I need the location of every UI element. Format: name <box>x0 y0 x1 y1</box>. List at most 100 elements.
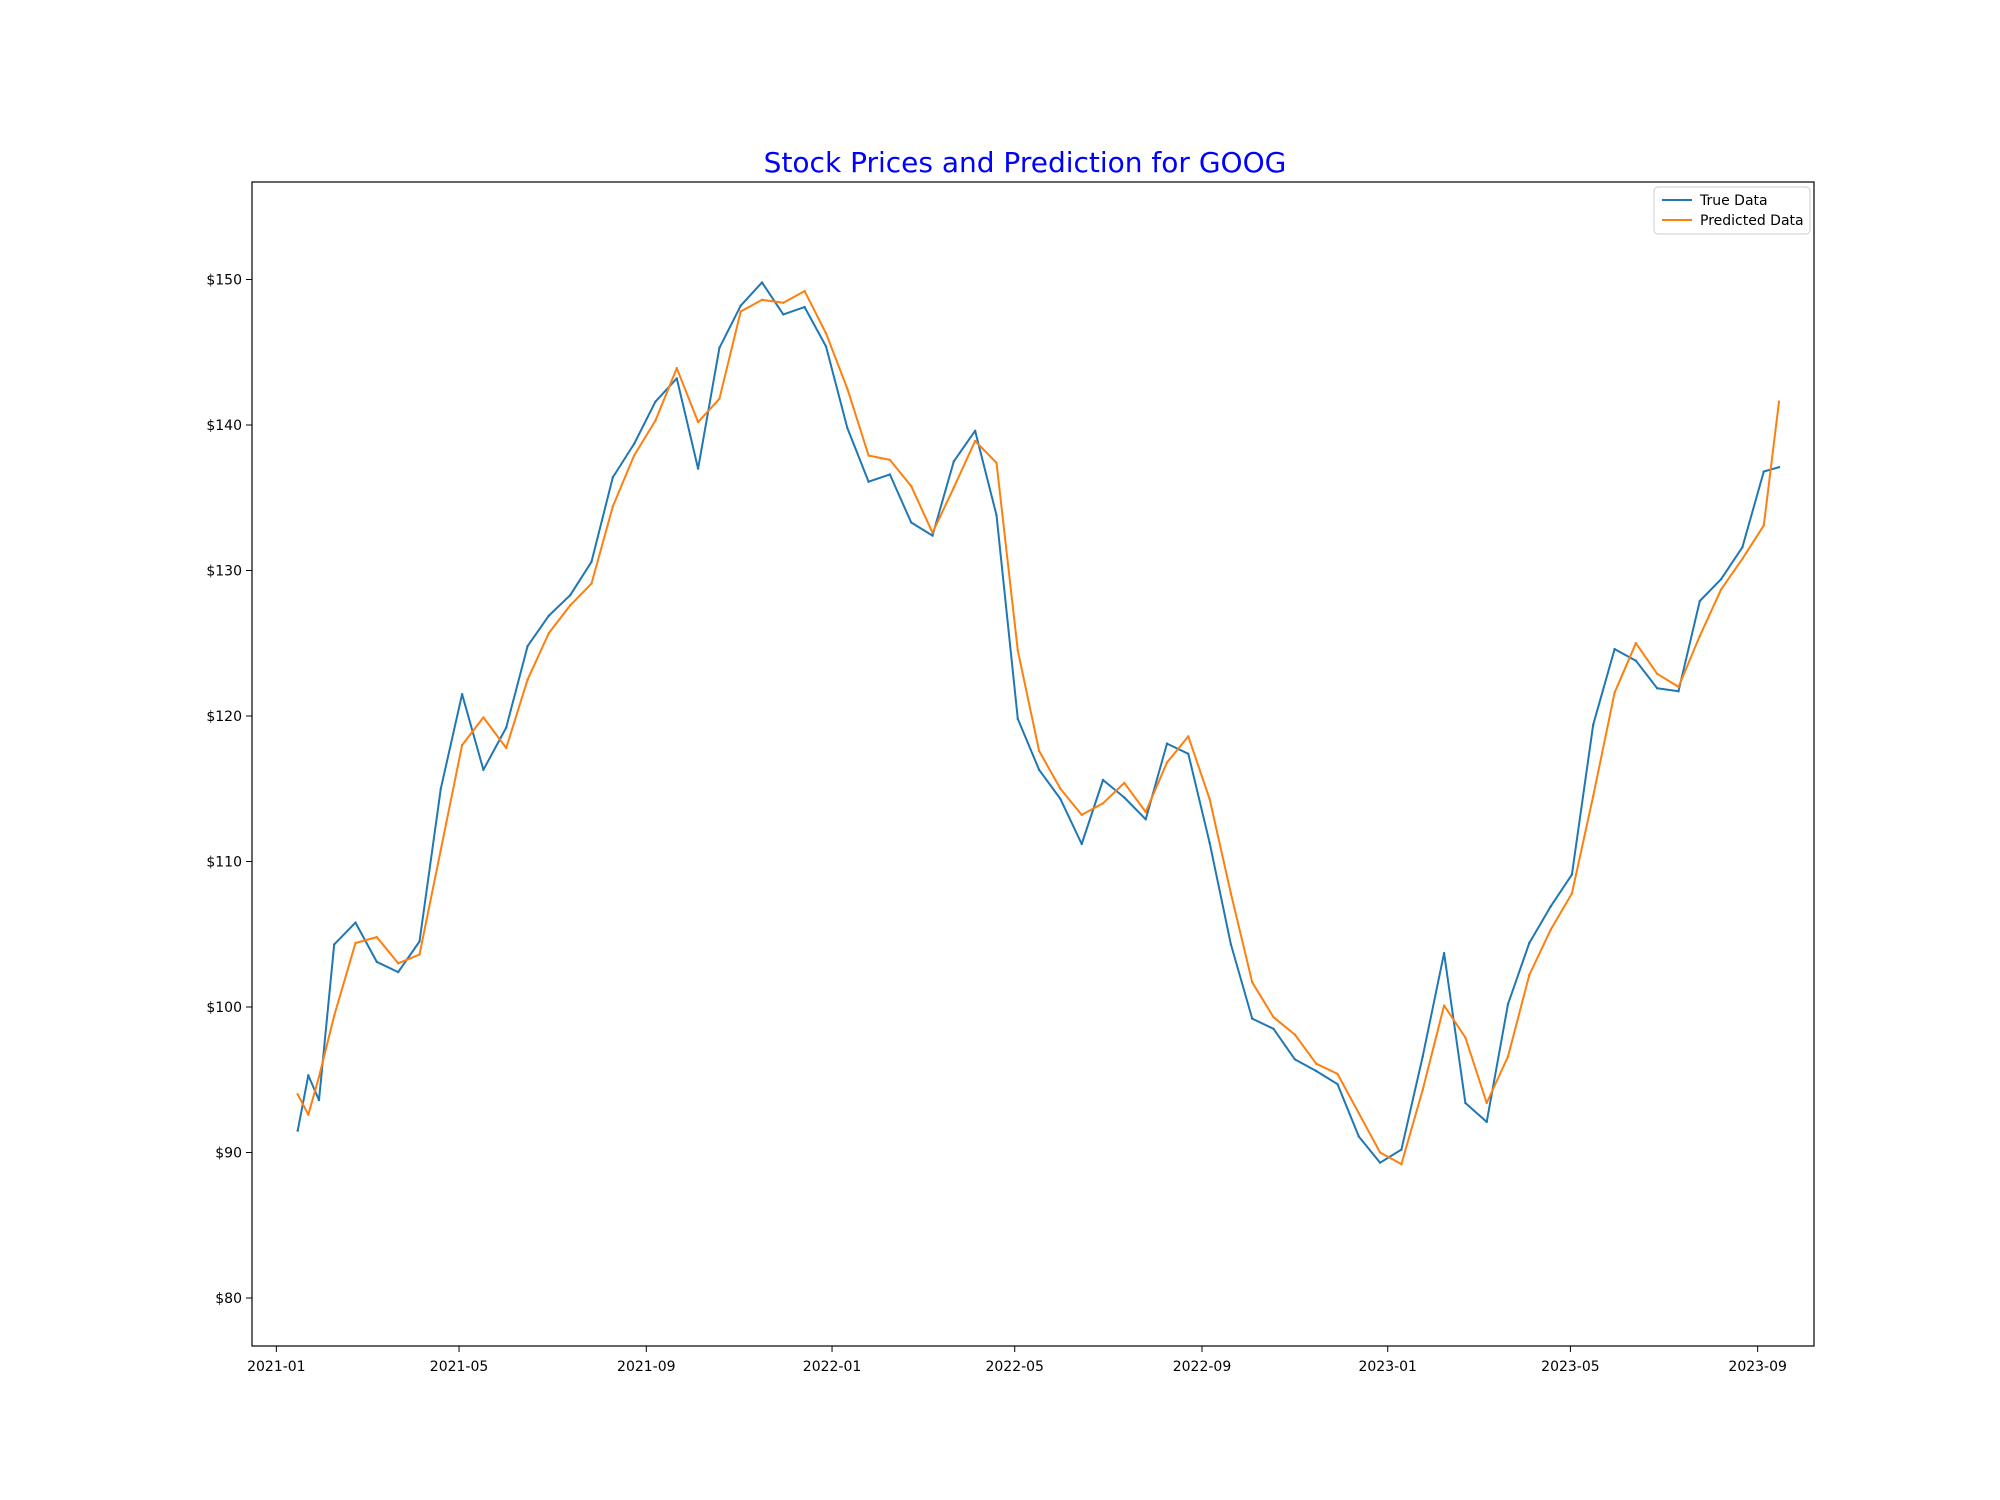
data-point-predicted-data <box>1293 1033 1297 1036</box>
data-point-true-data <box>307 1074 310 1077</box>
data-point-true-data <box>1314 1069 1318 1073</box>
x-tick-label: 2022-09 <box>1173 1359 1232 1375</box>
data-point-predicted-data <box>568 604 572 607</box>
data-point-predicted-data <box>418 953 421 956</box>
data-point-predicted-data <box>1165 761 1169 764</box>
data-point-predicted-data <box>739 310 742 313</box>
data-point-true-data <box>1336 1082 1339 1086</box>
data-point-predicted-data <box>482 716 485 719</box>
data-point-true-data <box>654 400 657 403</box>
data-point-predicted-data <box>1314 1062 1318 1065</box>
data-point-true-data <box>952 460 956 463</box>
data-point-true-data <box>460 692 464 696</box>
data-point-true-data <box>1293 1058 1297 1061</box>
y-tick-label: $140 <box>206 418 242 434</box>
data-point-true-data <box>333 943 336 946</box>
data-point-true-data <box>846 426 849 430</box>
data-point-predicted-data <box>1059 787 1062 790</box>
data-point-predicted-data <box>1272 1015 1275 1019</box>
data-point-true-data <box>611 476 615 479</box>
data-point-true-data <box>482 768 485 772</box>
data-point-true-data <box>1655 687 1659 690</box>
y-axis: $80 $90 $100 $110 $120 $130 $140 $150 <box>206 272 252 1307</box>
data-point-true-data <box>1187 752 1190 756</box>
data-point-true-data <box>1123 796 1126 799</box>
data-point-predicted-data <box>632 454 636 457</box>
legend-box <box>1653 186 1811 235</box>
data-point-true-data <box>803 305 806 309</box>
data-point-predicted-data <box>1677 685 1680 689</box>
data-point-true-data <box>1251 1017 1254 1020</box>
data-point-true-data <box>760 281 764 284</box>
data-point-predicted-data <box>1442 1004 1446 1007</box>
data-point-predicted-data <box>1229 892 1233 895</box>
data-point-predicted-data <box>1762 524 1765 527</box>
data-point-true-data <box>1719 578 1723 581</box>
data-point-true-data <box>910 521 913 524</box>
data-point-predicted-data <box>696 420 700 424</box>
data-point-predicted-data <box>1741 557 1744 561</box>
data-point-true-data <box>439 787 442 790</box>
data-point-predicted-data <box>973 439 977 443</box>
data-point-predicted-data <box>782 301 785 304</box>
data-point-predicted-data <box>995 461 998 465</box>
data-point-true-data <box>1400 1148 1403 1151</box>
data-point-predicted-data <box>846 387 849 390</box>
data-point-true-data <box>1570 873 1574 876</box>
data-point-true-data <box>1357 1135 1360 1138</box>
data-point-predicted-data <box>1208 797 1211 801</box>
legend-label-predicted-data: Predicted Data <box>1700 213 1804 229</box>
data-point-predicted-data <box>931 531 934 534</box>
data-point-predicted-data <box>1719 588 1723 591</box>
data-point-true-data <box>1464 1101 1467 1105</box>
plot-area <box>296 281 1781 1166</box>
data-point-true-data <box>696 467 700 470</box>
data-point-predicted-data <box>1123 781 1126 785</box>
data-point-predicted-data <box>526 678 529 681</box>
data-point-predicted-data <box>317 1075 321 1079</box>
x-tick-label: 2023-09 <box>1728 1359 1787 1375</box>
data-point-true-data <box>973 429 977 433</box>
x-axis: 2021-01 2021-05 2021-09 2022-01 2022-05 2022-… <box>247 1346 1787 1375</box>
y-tick-label: $150 <box>206 272 242 288</box>
data-point-predicted-data <box>888 458 892 462</box>
x-tick-label: 2023-05 <box>1541 1359 1600 1375</box>
data-point-predicted-data <box>439 848 442 852</box>
data-point-predicted-data <box>1655 672 1659 675</box>
y-tick-label: $110 <box>206 854 242 870</box>
x-tick-label: 2022-05 <box>985 1359 1044 1375</box>
data-point-true-data <box>1101 778 1105 782</box>
y-tick-label: $90 <box>215 1145 242 1161</box>
data-point-true-data <box>739 304 742 307</box>
data-point-true-data <box>1208 841 1211 844</box>
data-point-predicted-data <box>1549 928 1552 932</box>
data-point-predicted-data <box>1101 802 1105 805</box>
data-point-true-data <box>354 921 357 924</box>
data-point-predicted-data <box>307 1113 310 1116</box>
data-point-true-data <box>995 513 998 517</box>
data-point-predicted-data <box>675 367 678 370</box>
data-point-predicted-data <box>460 743 464 747</box>
data-point-true-data <box>931 534 934 537</box>
data-point-predicted-data <box>1528 973 1531 977</box>
data-point-true-data <box>317 1098 321 1102</box>
chart-title: Stock Prices and Prediction for GOOG <box>764 146 1287 179</box>
data-point-predicted-data <box>1016 649 1019 652</box>
data-point-true-data <box>1378 1161 1382 1164</box>
data-point-predicted-data <box>1187 735 1190 738</box>
data-point-predicted-data <box>1698 634 1702 638</box>
data-point-predicted-data <box>1144 810 1147 814</box>
data-point-predicted-data <box>1378 1151 1382 1154</box>
y-tick-label: $120 <box>206 709 242 725</box>
data-point-predicted-data <box>910 484 913 488</box>
series-line-true-data <box>296 281 1780 1164</box>
data-point-true-data <box>1016 717 1019 721</box>
data-point-predicted-data <box>824 332 828 335</box>
data-point-predicted-data <box>354 941 357 945</box>
legend: True Data Predicted Data <box>1653 186 1811 235</box>
data-point-true-data <box>590 560 593 563</box>
data-point-predicted-data <box>1464 1036 1467 1039</box>
data-point-predicted-data <box>1592 794 1595 798</box>
data-point-predicted-data <box>611 505 615 508</box>
